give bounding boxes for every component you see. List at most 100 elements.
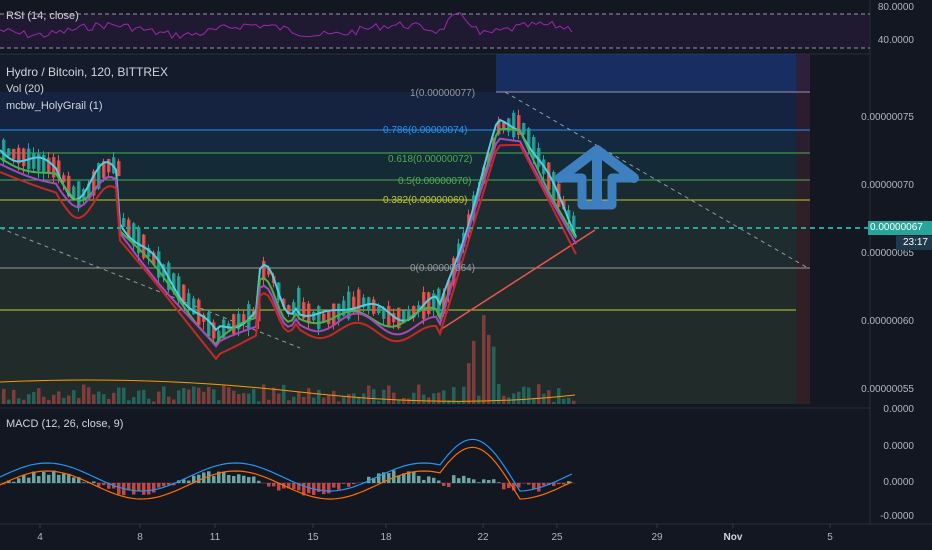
candle-body	[402, 310, 406, 324]
macd-axis-label: 0.0000	[883, 404, 914, 415]
volume-bar	[162, 386, 166, 404]
volume-bar	[157, 391, 161, 404]
volume-bar	[367, 385, 371, 404]
macd-hist-bar	[277, 483, 281, 491]
macd-hist-bar	[232, 476, 236, 483]
volume-bar	[182, 388, 186, 404]
candle-body	[532, 136, 536, 159]
volume-bar	[417, 384, 421, 404]
candle-body	[522, 123, 526, 135]
volume-bar	[422, 394, 426, 404]
macd-hist-bar	[162, 483, 166, 487]
candle-body	[2, 139, 6, 162]
macd-hist-bar	[452, 475, 456, 483]
date-label: 15	[307, 532, 319, 543]
volume-bar	[407, 398, 411, 404]
macd-title: MACD (12, 26, close, 9)	[6, 418, 124, 430]
candle-body	[57, 160, 61, 178]
macd-hist-bar	[57, 474, 61, 483]
macd-hist-bar	[527, 483, 531, 485]
macd-hist-bar	[432, 477, 436, 483]
macd-hist-bar	[272, 483, 276, 487]
volume-bar	[382, 389, 386, 404]
macd-hist-bar	[182, 479, 186, 483]
macd-hist-bar	[347, 483, 351, 487]
volume-bar	[397, 400, 401, 404]
current-price-badge: 0.00000067	[868, 221, 932, 235]
candle-body	[322, 313, 326, 323]
volume-bar	[372, 389, 376, 404]
macd-hist-bar	[557, 483, 561, 485]
candle-body	[177, 276, 181, 301]
volume-bar	[377, 400, 381, 404]
date-label: 11	[209, 532, 221, 543]
ma-red	[0, 144, 577, 361]
macd-hist-bar	[327, 483, 331, 494]
volume-bar	[562, 398, 566, 404]
macd-hist-bar	[22, 474, 26, 483]
volume-bar	[432, 393, 436, 404]
candle-body	[137, 227, 141, 254]
candle-body	[352, 296, 356, 310]
date-label: 22	[477, 532, 489, 543]
macd-hist-bar	[77, 477, 81, 483]
macd-hist-bar	[322, 483, 326, 495]
volume-bar	[452, 387, 456, 404]
candle-body	[312, 311, 316, 321]
macd-hist-bar	[472, 479, 476, 483]
volume-bar	[302, 396, 306, 404]
volume-bar	[37, 388, 41, 404]
volume-bar	[267, 399, 271, 404]
candle-body	[182, 284, 186, 305]
macd-hist-bar	[487, 479, 491, 483]
macd-hist-bar	[97, 483, 101, 487]
macd-hist-bar	[532, 483, 536, 490]
rsi-line	[0, 12, 573, 40]
volume-bar	[47, 399, 51, 404]
volume-bar	[112, 392, 116, 404]
candle-body	[247, 304, 251, 329]
date-label: 4	[37, 532, 43, 543]
macd-hist-bar	[192, 475, 196, 483]
macd-axis-label: 0.0000	[883, 441, 914, 452]
volume-bar	[277, 393, 281, 404]
rsi-band	[0, 14, 870, 48]
macd-hist-bar	[477, 482, 481, 483]
volume-bar	[312, 397, 316, 404]
macd-hist-bar	[167, 483, 171, 485]
volume-bar	[467, 363, 471, 404]
macd-hist-bar	[12, 481, 16, 483]
macd-hist-bar	[497, 482, 501, 483]
candle-body	[102, 161, 106, 178]
macd-hist-bar	[62, 473, 66, 483]
volume-bar	[532, 397, 536, 404]
volume-bar	[457, 401, 461, 404]
candle-body	[572, 215, 576, 232]
lower-zone	[0, 268, 810, 404]
rsi-level-80: 80.0000	[877, 2, 914, 13]
volume-bar	[32, 392, 36, 404]
volume-bar	[97, 391, 101, 404]
candle-body	[237, 313, 241, 330]
volume-bar	[167, 396, 171, 404]
macd-axis-label: 0.0000	[883, 477, 914, 488]
trend-line	[0, 227, 301, 349]
candle-body	[337, 303, 341, 320]
macd-hist-bar	[507, 483, 511, 489]
volume-bar	[107, 398, 111, 404]
volume-bar	[27, 394, 31, 404]
macd-hist-bar	[407, 471, 411, 483]
volume-bar	[22, 399, 26, 404]
volume-bar	[87, 387, 91, 404]
date-label: 18	[380, 532, 392, 543]
fib-zone	[0, 92, 810, 130]
date-label: 25	[551, 532, 563, 543]
macd-hist-bar	[197, 474, 201, 483]
candle-body	[427, 292, 431, 314]
price-label: 0.00000065	[861, 248, 914, 259]
candle-body	[22, 148, 26, 167]
candle-body	[202, 314, 206, 322]
trend-line	[504, 91, 809, 269]
macd-hist-bar	[7, 480, 11, 483]
